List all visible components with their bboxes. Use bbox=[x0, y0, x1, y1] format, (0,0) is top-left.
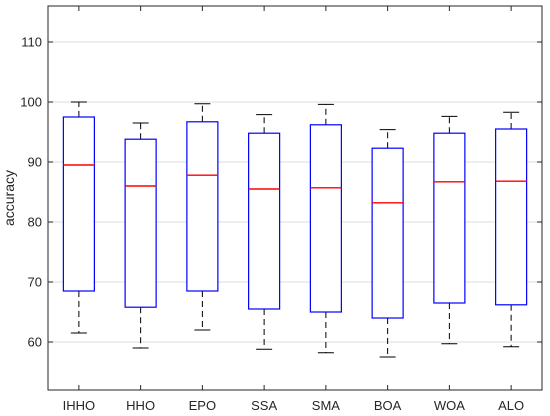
interquartile-box bbox=[248, 132, 281, 310]
interquartile-box bbox=[371, 147, 404, 319]
y-tick-label: 60 bbox=[28, 335, 42, 350]
x-tick-label: HHO bbox=[126, 398, 155, 413]
interquartile-box bbox=[186, 121, 219, 292]
box-hho bbox=[124, 122, 157, 349]
box-plot-series bbox=[62, 101, 528, 358]
x-tick-label: EPO bbox=[189, 398, 216, 413]
y-axis-label: accuracy bbox=[1, 170, 17, 226]
grid-lines bbox=[48, 41, 542, 343]
x-axis-ticks: IHHO HHO EPO SSA SMA BOA WOA ALO bbox=[63, 6, 524, 413]
x-tick-label: WOA bbox=[434, 398, 465, 413]
box-boa bbox=[371, 129, 404, 358]
plot-frame bbox=[47, 5, 543, 391]
box-woa bbox=[433, 115, 466, 345]
interquartile-box bbox=[309, 124, 342, 313]
y-tick-label: 70 bbox=[28, 275, 42, 290]
interquartile-box bbox=[62, 116, 95, 292]
box-ssa bbox=[248, 114, 281, 350]
interquartile-box bbox=[495, 128, 528, 306]
box-sma bbox=[309, 103, 342, 354]
x-tick-label: BOA bbox=[374, 398, 402, 413]
box-epo bbox=[186, 103, 219, 331]
y-tick-label: 100 bbox=[20, 95, 42, 110]
box-alo bbox=[495, 111, 528, 348]
x-tick-label: SMA bbox=[312, 398, 341, 413]
x-tick-label: SSA bbox=[251, 398, 277, 413]
y-tick-label: 80 bbox=[28, 215, 42, 230]
y-tick-label: 110 bbox=[21, 35, 42, 50]
box-ihho bbox=[62, 101, 95, 334]
y-axis-ticks: 60 70 80 90 100 110 bbox=[20, 35, 542, 350]
interquartile-box bbox=[433, 132, 466, 304]
interquartile-box bbox=[124, 138, 157, 308]
x-tick-label: ALO bbox=[498, 398, 524, 413]
x-tick-label: IHHO bbox=[63, 398, 96, 413]
y-tick-label: 90 bbox=[28, 155, 42, 170]
